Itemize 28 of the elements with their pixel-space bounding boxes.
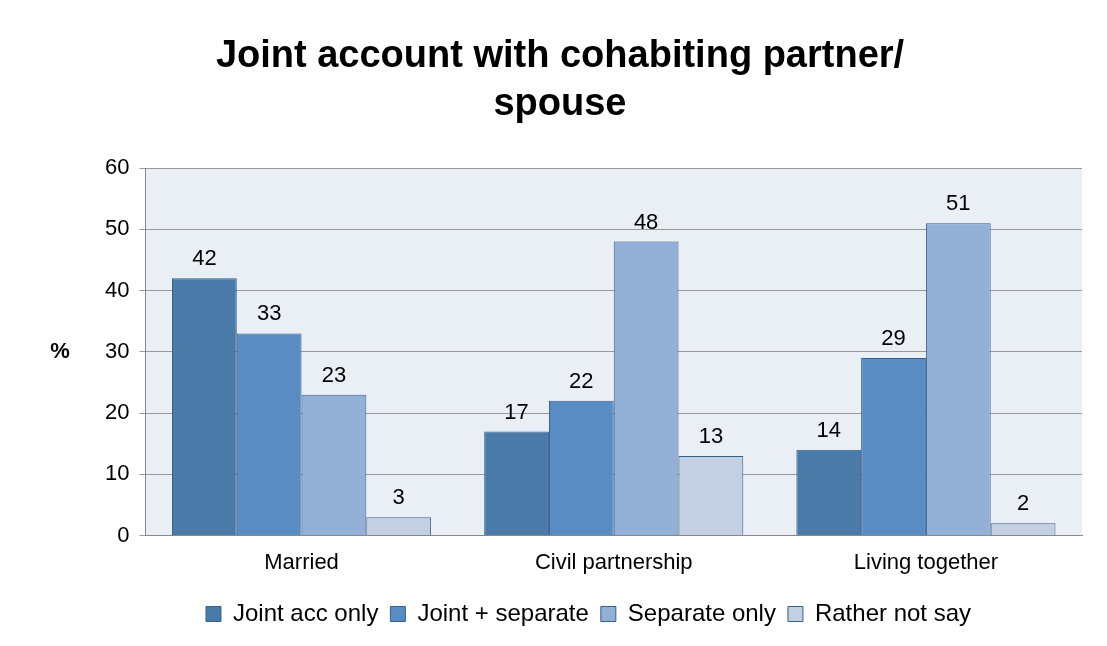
y-axis-title: % <box>50 337 70 363</box>
legend-label: Joint + separate <box>417 598 589 626</box>
legend-label: Separate only <box>627 598 776 626</box>
data-label: 29 <box>881 324 906 350</box>
y-tick-label: 50 <box>104 215 130 241</box>
data-label: 23 <box>321 361 347 387</box>
y-tick-label: 10 <box>104 460 130 486</box>
y-tick-label: 20 <box>104 399 130 425</box>
y-tick-label: 60 <box>104 154 130 180</box>
data-label: 33 <box>256 300 282 326</box>
data-label: 51 <box>946 190 971 216</box>
data-label: 17 <box>504 398 529 424</box>
data-label: 14 <box>816 416 841 442</box>
y-tick-label: 40 <box>104 276 130 302</box>
y-tick-label: 30 <box>104 337 130 363</box>
x-tick-label: Civil partnership <box>534 548 693 574</box>
data-label: 48 <box>633 208 659 234</box>
x-tick-label: Living together <box>853 548 999 574</box>
chart-title: Joint account with cohabiting partner/ spouse <box>214 32 906 125</box>
data-label: 42 <box>192 245 217 271</box>
x-tick-label: Married <box>264 548 339 574</box>
data-label: 13 <box>698 423 724 449</box>
data-label: 22 <box>569 367 594 393</box>
data-label: 3 <box>392 484 405 510</box>
legend-label: Joint acc only <box>232 598 379 626</box>
y-tick-label: 0 <box>117 521 130 547</box>
data-label: 2 <box>1016 490 1030 516</box>
legend-label: Rather not say <box>814 598 972 626</box>
